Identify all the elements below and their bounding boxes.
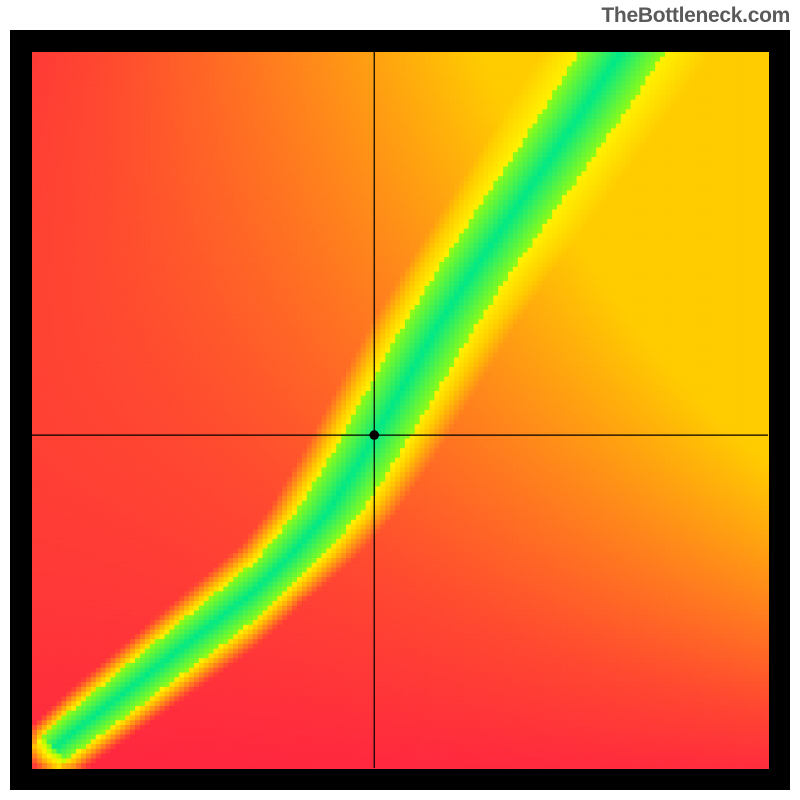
attribution-text: TheBottleneck.com [601,4,790,28]
chart-container [10,30,790,790]
bottleneck-heatmap [10,30,790,790]
